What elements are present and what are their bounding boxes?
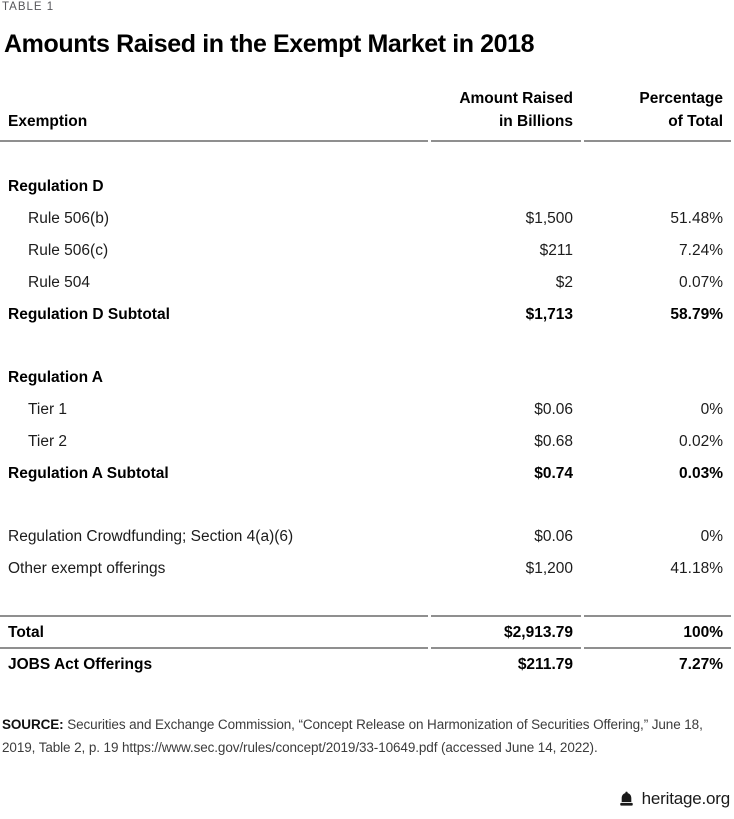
row-amount: $1,500 xyxy=(525,210,573,227)
table-row: Rule 506(c) $211 7.24% xyxy=(0,235,734,267)
source-text: Securities and Exchange Commission, “Con… xyxy=(2,717,703,755)
row-percentage: 0.02% xyxy=(679,433,723,450)
source-note: SOURCE: Securities and Exchange Commissi… xyxy=(2,713,732,759)
table-body: Regulation D Rule 506(b) $1,500 51.48% R… xyxy=(0,171,734,679)
column-header-amount-line1: Amount Raised xyxy=(459,90,573,107)
site-link: heritage.org xyxy=(641,789,731,808)
row-amount: $2 xyxy=(555,274,573,291)
row-amount: $0.68 xyxy=(534,433,573,450)
row-label: Tier 2 xyxy=(28,433,68,450)
column-header-exemption: Exemption xyxy=(0,110,428,142)
row-percentage: 100% xyxy=(584,615,731,649)
row-label: Regulation A Subtotal xyxy=(8,465,169,482)
row-percentage: 41.18% xyxy=(670,560,723,577)
row-percentage: 58.79% xyxy=(670,306,723,323)
row-label: Rule 506(c) xyxy=(28,242,109,259)
table-row: Regulation Crowdfunding; Section 4(a)(6)… xyxy=(0,521,734,553)
row-label: Regulation D Subtotal xyxy=(8,306,170,323)
table-header-row: Exemption Amount Raised in Billions Perc… xyxy=(0,87,734,142)
column-header-percentage-line1: Percentage xyxy=(639,90,723,107)
row-amount: $1,713 xyxy=(525,306,573,323)
table-label: TABLE 1 xyxy=(2,1,55,13)
table-row: Rule 504 $2 0.07% xyxy=(0,267,734,299)
spacer xyxy=(0,490,734,521)
row-label: Other exempt offerings xyxy=(8,560,166,577)
row-label: Regulation Crowdfunding; Section 4(a)(6) xyxy=(8,528,294,545)
row-percentage: 0.07% xyxy=(679,274,723,291)
row-percentage: 7.27% xyxy=(584,647,731,681)
table-row: Regulation D xyxy=(0,171,734,203)
table-row: Regulation A xyxy=(0,362,734,394)
row-label: Regulation D xyxy=(8,178,104,195)
column-header-percentage-line2: of Total xyxy=(668,113,723,130)
column-header-amount-line2: in Billions xyxy=(498,113,573,130)
spacer xyxy=(0,142,734,171)
column-header-amount: Amount Raised in Billions xyxy=(431,87,581,142)
row-amount: $211 xyxy=(539,242,573,259)
row-label: Rule 506(b) xyxy=(28,210,109,227)
row-label: JOBS Act Offerings xyxy=(0,647,428,681)
table-row: Tier 1 $0.06 0% xyxy=(0,394,734,426)
row-percentage: 7.24% xyxy=(679,242,723,259)
table-row: Regulation A Subtotal $0.74 0.03% xyxy=(0,458,734,490)
source-label: SOURCE: xyxy=(2,717,64,732)
row-label: Rule 504 xyxy=(28,274,91,291)
footer-branding: heritage.org xyxy=(0,789,734,809)
row-percentage: 0.03% xyxy=(679,465,723,482)
page-title: Amounts Raised in the Exempt Market in 2… xyxy=(4,30,535,58)
table-row: Other exempt offerings $1,200 41.18% xyxy=(0,553,734,585)
table-row: Regulation D Subtotal $1,713 58.79% xyxy=(0,299,734,331)
spacer xyxy=(0,585,734,615)
row-percentage: 51.48% xyxy=(670,210,723,227)
row-label: Regulation A xyxy=(8,369,104,386)
row-amount: $0.06 xyxy=(534,528,573,545)
liberty-bell-icon xyxy=(619,791,633,806)
row-amount: $0.74 xyxy=(534,465,573,482)
row-amount: $1,200 xyxy=(525,560,573,577)
row-amount: $2,913.79 xyxy=(431,615,581,649)
column-header-percentage: Percentage of Total xyxy=(584,87,731,142)
row-amount: $0.06 xyxy=(534,401,573,418)
table-row: Tier 2 $0.68 0.02% xyxy=(0,426,734,458)
row-label: Tier 1 xyxy=(28,401,68,418)
spacer xyxy=(0,331,734,362)
row-percentage: 0% xyxy=(700,401,723,418)
table-row: Rule 506(b) $1,500 51.48% xyxy=(0,203,734,235)
table-row: JOBS Act Offerings $211.79 7.27% xyxy=(0,647,734,679)
table-row: Total $2,913.79 100% xyxy=(0,615,734,647)
row-percentage: 0% xyxy=(700,528,723,545)
row-amount: $211.79 xyxy=(431,647,581,681)
row-label: Total xyxy=(0,615,428,649)
